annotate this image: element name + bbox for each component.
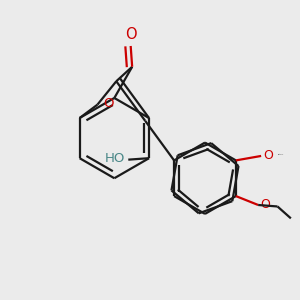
Text: methoxy: methoxy [278,154,284,155]
Text: O: O [103,97,113,110]
Text: O: O [260,199,270,212]
Text: O: O [263,149,273,162]
Text: O: O [125,26,137,41]
Text: HO: HO [105,152,125,165]
